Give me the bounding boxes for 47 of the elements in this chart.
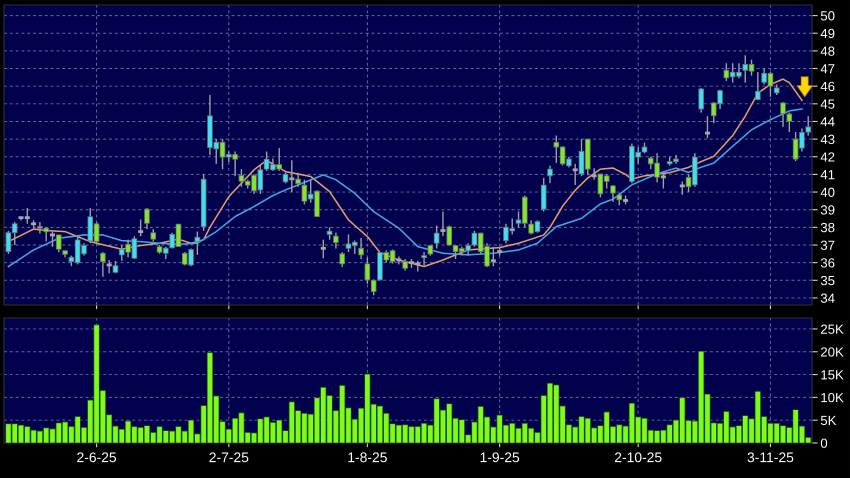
y-tick-label: 48	[820, 46, 834, 56]
y-tick-label: 35	[820, 276, 834, 286]
y-tick-label: 20K	[820, 347, 844, 357]
x-tick-label: 2-10-25	[614, 452, 662, 462]
y-tick-label: 5K	[820, 416, 836, 426]
line-series	[8, 108, 803, 268]
candlestick	[339, 251, 345, 268]
y-tick-label: 40	[820, 188, 834, 197]
candlestick	[547, 164, 553, 184]
y-tick-label: 39	[820, 205, 834, 215]
candlestick	[144, 207, 150, 230]
y-tick-label: 0	[820, 438, 828, 448]
x-tick-label: 1-8-25	[348, 452, 387, 462]
x-tick-label: 1-9-25	[480, 452, 520, 462]
y-tick-label: 47	[820, 64, 834, 74]
x-tick-label: 2-6-25	[77, 452, 116, 462]
y-tick-label: 25K	[820, 324, 844, 334]
y-tick-label: 15K	[821, 370, 844, 380]
candlestick	[358, 237, 364, 260]
y-tick-label: 38	[820, 222, 834, 232]
y-tick-label: 43	[820, 134, 834, 144]
y-tick-label: 46	[820, 82, 834, 92]
candlestick	[150, 228, 156, 242]
candlestick	[333, 232, 339, 250]
candlestick	[100, 251, 106, 278]
candlestick	[755, 71, 761, 101]
candlestick	[428, 244, 434, 256]
y-tick-label: 49	[820, 28, 834, 38]
y-tick-label: 42	[820, 152, 834, 162]
candlestick	[434, 224, 440, 250]
candlestick	[194, 230, 200, 256]
x-tick-label: 3-11-25	[748, 452, 794, 462]
candlestick	[774, 84, 780, 96]
y-tick-label: 44	[820, 117, 835, 126]
y-tick-label: 37	[820, 240, 834, 250]
y-tick-label: 10K	[821, 392, 844, 402]
candlestick	[698, 87, 704, 114]
y-tick-label: 50	[820, 11, 834, 20]
y-tick-label: 45	[820, 100, 834, 109]
candlestick	[421, 251, 427, 266]
y-tick-label: 36	[820, 258, 834, 268]
y-tick-label: 41	[820, 170, 834, 180]
y-tick-label: 34	[820, 294, 835, 303]
x-tick-label: 2-7-25	[209, 452, 248, 462]
candlestick	[540, 177, 546, 212]
candlestick	[326, 226, 332, 240]
candlestick	[610, 184, 616, 202]
